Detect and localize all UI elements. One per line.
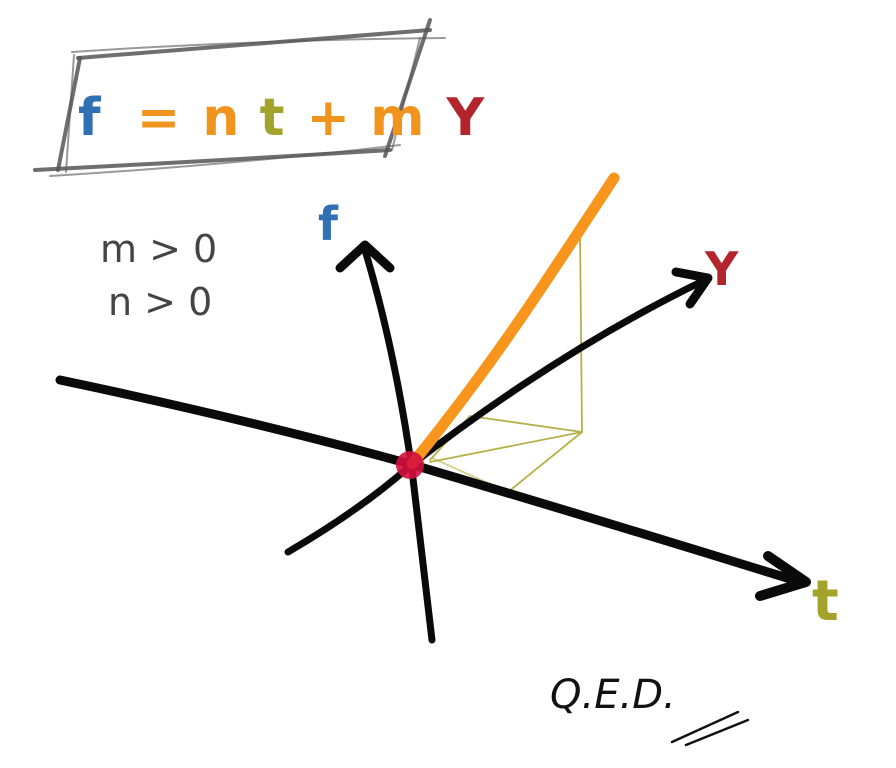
result-vector <box>406 172 620 470</box>
t-arrowhead <box>755 551 811 601</box>
formula-plus: + <box>307 88 351 148</box>
condition-m: m > 0 <box>100 227 217 271</box>
qed-text: Q.E.D. <box>550 672 676 718</box>
formula-equals: = <box>137 88 181 148</box>
formula-n: n <box>202 88 239 148</box>
f-axis-label: f <box>318 197 339 251</box>
formula-box <box>33 18 446 177</box>
formula-m: m <box>370 88 424 148</box>
formula-y: Y <box>446 88 486 148</box>
y-arrowhead <box>671 267 713 309</box>
t-axis <box>55 375 805 587</box>
qed-underline <box>670 710 750 747</box>
y-axis <box>284 276 709 556</box>
formula-t: t <box>260 88 285 148</box>
origin-point <box>396 451 424 479</box>
formula: f = n t + m Y <box>78 88 486 148</box>
condition-n: n > 0 <box>108 280 212 324</box>
t-axis-label: t <box>812 569 839 634</box>
formula-f: f <box>78 88 102 148</box>
y-axis-label: Y <box>704 242 739 296</box>
f-arrowhead <box>335 240 395 273</box>
